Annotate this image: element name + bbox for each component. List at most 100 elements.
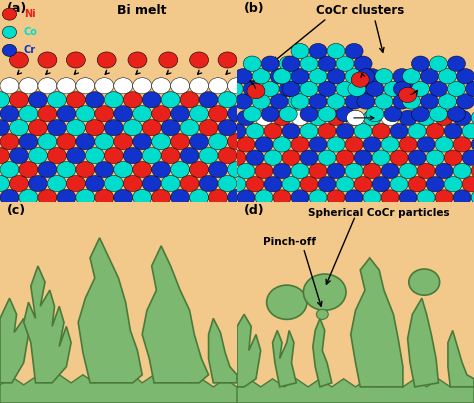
Text: Pinch-off: Pinch-off [263, 237, 316, 247]
Circle shape [237, 92, 256, 108]
Circle shape [19, 189, 38, 206]
Circle shape [171, 106, 190, 122]
Circle shape [76, 78, 95, 94]
Circle shape [381, 137, 399, 152]
Circle shape [0, 175, 9, 191]
Circle shape [133, 133, 152, 150]
Polygon shape [448, 330, 474, 387]
Circle shape [336, 81, 354, 97]
Circle shape [318, 177, 336, 192]
Circle shape [300, 150, 318, 165]
Circle shape [255, 137, 273, 152]
Circle shape [9, 175, 28, 191]
Circle shape [363, 163, 381, 179]
Circle shape [95, 162, 114, 178]
Circle shape [336, 123, 354, 139]
Circle shape [255, 163, 273, 179]
Circle shape [219, 190, 237, 205]
Circle shape [318, 123, 336, 139]
Circle shape [28, 120, 47, 136]
Circle shape [190, 52, 209, 68]
Circle shape [309, 94, 327, 109]
Polygon shape [0, 298, 28, 383]
Circle shape [282, 123, 300, 139]
Circle shape [354, 123, 372, 139]
Circle shape [309, 190, 327, 205]
Circle shape [9, 120, 28, 136]
Circle shape [171, 78, 190, 94]
Circle shape [171, 133, 190, 150]
Circle shape [426, 123, 444, 139]
Circle shape [363, 137, 381, 152]
Circle shape [0, 106, 19, 122]
Circle shape [279, 106, 297, 122]
Circle shape [402, 81, 420, 97]
Circle shape [372, 123, 390, 139]
Circle shape [270, 94, 288, 109]
Circle shape [95, 106, 114, 122]
Circle shape [38, 133, 57, 150]
Circle shape [123, 147, 142, 164]
Polygon shape [0, 373, 237, 403]
Circle shape [95, 133, 114, 150]
Circle shape [318, 56, 336, 71]
Circle shape [453, 190, 471, 205]
Circle shape [142, 120, 161, 136]
Circle shape [85, 120, 104, 136]
Polygon shape [78, 238, 142, 383]
Circle shape [270, 69, 288, 84]
Circle shape [97, 52, 116, 68]
Circle shape [128, 52, 147, 68]
Circle shape [453, 163, 471, 179]
Circle shape [411, 56, 429, 71]
Circle shape [417, 190, 435, 205]
Circle shape [47, 120, 66, 136]
Circle shape [28, 92, 47, 108]
Circle shape [266, 285, 307, 319]
Circle shape [393, 94, 411, 109]
Circle shape [309, 69, 327, 84]
Circle shape [133, 106, 152, 122]
Circle shape [38, 189, 57, 206]
Circle shape [351, 72, 369, 87]
Circle shape [354, 56, 372, 71]
Circle shape [453, 110, 471, 126]
Circle shape [417, 137, 435, 152]
Polygon shape [24, 266, 71, 383]
Circle shape [327, 137, 345, 152]
Circle shape [426, 177, 444, 192]
Circle shape [114, 162, 133, 178]
Circle shape [336, 56, 354, 71]
Circle shape [47, 147, 66, 164]
Circle shape [300, 106, 318, 122]
Circle shape [161, 175, 180, 191]
Circle shape [279, 81, 297, 97]
Circle shape [243, 81, 261, 97]
Circle shape [291, 94, 309, 109]
Circle shape [345, 190, 363, 205]
Circle shape [336, 177, 354, 192]
Circle shape [76, 162, 95, 178]
Circle shape [402, 94, 420, 109]
Circle shape [225, 81, 243, 97]
Circle shape [300, 81, 318, 97]
Circle shape [462, 150, 474, 165]
Circle shape [95, 78, 114, 94]
Circle shape [114, 133, 133, 150]
Circle shape [104, 147, 123, 164]
Circle shape [252, 94, 270, 109]
Circle shape [465, 81, 474, 97]
Circle shape [399, 137, 417, 152]
Circle shape [291, 163, 309, 179]
Circle shape [219, 137, 237, 152]
Circle shape [209, 106, 228, 122]
Circle shape [228, 133, 246, 150]
Circle shape [444, 177, 462, 192]
Circle shape [114, 78, 133, 94]
Circle shape [291, 137, 309, 152]
Circle shape [375, 94, 393, 109]
Circle shape [66, 175, 85, 191]
Circle shape [345, 44, 363, 59]
Circle shape [190, 162, 209, 178]
Circle shape [142, 147, 161, 164]
